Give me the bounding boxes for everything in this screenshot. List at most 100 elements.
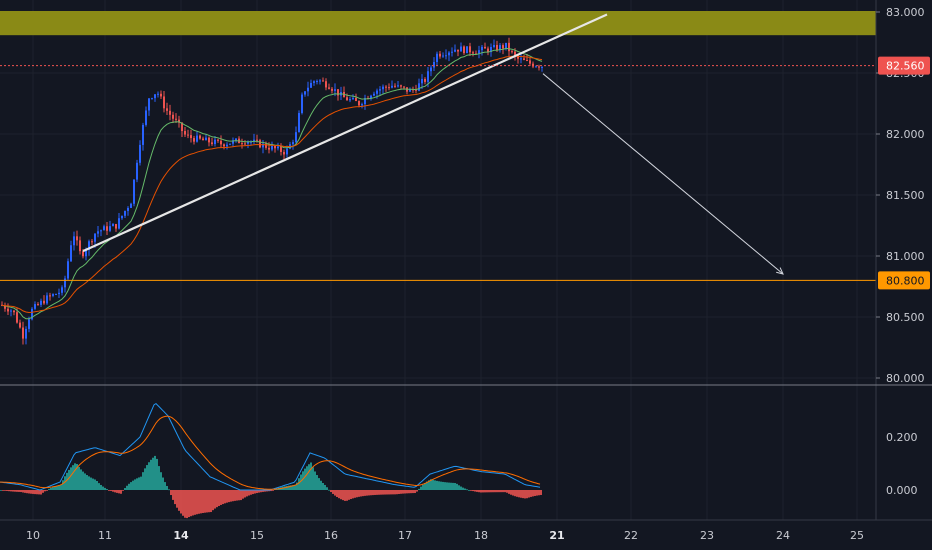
candle-body xyxy=(382,86,384,90)
candle-body xyxy=(31,308,33,320)
candle-body xyxy=(313,81,315,83)
candle-body xyxy=(445,55,447,57)
macd-histogram-bar xyxy=(126,485,128,490)
candle-body xyxy=(364,98,366,105)
candle-body xyxy=(175,118,177,120)
macd-histogram-bar xyxy=(170,490,172,496)
candle-body xyxy=(196,135,198,142)
time-axis-label: 15 xyxy=(250,529,264,542)
macd-histogram-bar xyxy=(372,490,374,496)
macd-histogram-bar xyxy=(458,485,460,490)
candle-body xyxy=(292,142,294,145)
time-axis[interactable]: 10 11 14 15 16 17 18 21 22 23 24 25 xyxy=(26,529,864,542)
candle-body xyxy=(454,49,456,52)
candle-body xyxy=(328,87,330,89)
candle-body xyxy=(523,58,525,60)
macd-histogram-bar xyxy=(226,490,228,503)
candle-body xyxy=(439,53,441,57)
macd-histogram-bar xyxy=(448,482,450,490)
candle-body xyxy=(112,223,114,227)
macd-histogram-bar xyxy=(356,490,358,498)
candle-body xyxy=(430,67,432,72)
indicator-axis[interactable]: 0.200 0.000 xyxy=(886,431,918,497)
candle-body xyxy=(208,137,210,143)
candle-body xyxy=(286,148,288,155)
candle-body xyxy=(532,63,534,67)
candle-body xyxy=(352,97,354,100)
macd-histogram-bar xyxy=(430,479,432,490)
macd-histogram-bar xyxy=(528,490,530,498)
macd-histogram-bar xyxy=(514,490,516,497)
macd-histogram-bar xyxy=(338,490,340,499)
candle-body xyxy=(40,300,42,305)
candle-body xyxy=(487,48,489,53)
candle-body xyxy=(331,88,333,91)
candle-body xyxy=(283,151,285,155)
macd-histogram-bar xyxy=(286,485,288,490)
macd-histogram-bar xyxy=(6,490,8,491)
macd-histogram-bar xyxy=(206,490,208,513)
macd-histogram-bar xyxy=(462,487,464,490)
macd-histogram-bar xyxy=(376,490,378,495)
candle-body xyxy=(484,46,486,49)
candle-body xyxy=(256,139,258,141)
macd-histogram-bar xyxy=(232,490,234,502)
macd-histogram-bar xyxy=(454,483,456,490)
price-grid xyxy=(0,0,876,520)
macd-histogram-bar xyxy=(186,490,188,519)
macd-histogram-bar xyxy=(272,490,274,491)
macd-histogram-bar xyxy=(140,476,142,490)
macd-histogram-bar xyxy=(428,480,430,490)
macd-histogram-bar xyxy=(374,490,376,495)
macd-histogram-bar xyxy=(486,490,488,493)
candle-body xyxy=(391,85,393,88)
indicator-axis-label: 0.200 xyxy=(886,431,918,444)
candle-body xyxy=(307,87,309,92)
candle-body xyxy=(25,328,27,339)
macd-histogram-bar xyxy=(28,490,30,494)
candle-body xyxy=(46,295,48,304)
macd-histogram-bar xyxy=(360,490,362,497)
macd-histogram-bar xyxy=(106,489,108,490)
price-axis-label: 83.000 xyxy=(886,6,925,19)
candle-body xyxy=(70,245,72,262)
macd-histogram-bar xyxy=(202,490,204,514)
price-axis-label: 81.000 xyxy=(886,250,925,263)
candle-body xyxy=(376,90,378,94)
macd-histogram-bar xyxy=(364,490,366,496)
macd-histogram-bar xyxy=(210,490,212,513)
macd-histogram-bar xyxy=(252,490,254,495)
macd-histogram-bar xyxy=(78,466,80,490)
macd-histogram-bar xyxy=(174,490,176,505)
macd-histogram-bar xyxy=(344,490,346,501)
macd-histogram-bar xyxy=(76,464,78,490)
macd-histogram-bar xyxy=(118,490,120,494)
macd-histogram-bar xyxy=(538,490,540,496)
macd-histogram-bar xyxy=(236,490,238,501)
candle-body xyxy=(337,89,339,96)
macd-histogram-bar xyxy=(414,490,416,494)
macd-histogram-bar xyxy=(474,490,476,492)
candle-body xyxy=(319,80,321,82)
macd-histogram-bar xyxy=(498,490,500,493)
time-axis-label: 18 xyxy=(474,529,488,542)
macd-histogram-bar xyxy=(168,489,170,491)
macd-histogram-bar xyxy=(450,482,452,490)
macd-histogram-bar xyxy=(132,480,134,490)
macd-histogram-bar xyxy=(258,490,260,493)
macd-histogram-bar xyxy=(94,479,96,490)
current-price-tag-label: 82.560 xyxy=(886,60,925,73)
candle-body xyxy=(268,147,270,150)
macd-histogram-bar xyxy=(466,489,468,491)
macd-histogram-bar xyxy=(212,490,214,511)
projection-arrow[interactable] xyxy=(542,73,784,275)
candle-body xyxy=(298,113,300,133)
macd-histogram-bar xyxy=(130,482,132,490)
macd-histogram-bar xyxy=(214,490,216,509)
candle-body xyxy=(79,240,81,252)
ascending-trendline[interactable] xyxy=(82,13,608,253)
macd-histogram-bar xyxy=(196,490,198,515)
candle-body xyxy=(466,46,468,54)
macd-histogram-bar xyxy=(526,490,528,499)
